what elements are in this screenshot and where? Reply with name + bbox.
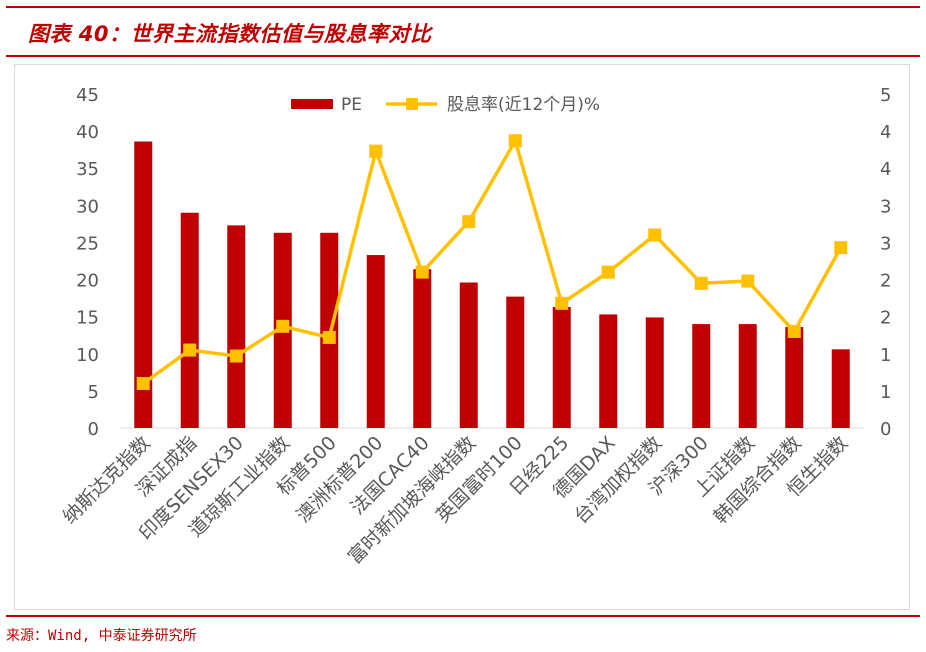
left-axis-tick: 45 <box>76 85 99 106</box>
right-axis-tick: 1 <box>880 382 891 403</box>
dividend-yield-marker <box>508 134 522 148</box>
source-note: 来源：Wind, 中泰证券研究所 <box>6 628 197 644</box>
left-axis-tick: 0 <box>88 419 99 440</box>
right-axis-tick: 3 <box>880 196 891 217</box>
chart-frame <box>14 64 910 610</box>
dividend-yield-marker <box>741 274 755 288</box>
left-axis-tick: 40 <box>76 122 99 143</box>
dividend-yield-markers <box>136 134 848 390</box>
title-rule <box>6 55 920 57</box>
left-axis-ticks: 0 5 10 15 20 25 30 35 40 45 <box>76 85 99 440</box>
dividend-yield-marker <box>276 319 290 333</box>
dividend-yield-marker <box>694 276 708 290</box>
pe-bar <box>506 296 525 428</box>
pe-bar <box>180 212 199 428</box>
pe-bar <box>785 327 804 428</box>
right-axis-tick: 1 <box>880 345 891 366</box>
legend-dy-label: 股息率(近12个月)% <box>447 95 600 115</box>
pe-bar <box>692 324 711 428</box>
pe-bar <box>366 255 385 428</box>
right-axis-tick: 5 <box>880 85 891 106</box>
pe-bar <box>227 225 246 428</box>
bottom-rule <box>6 615 920 617</box>
right-axis-ticks: 0 1 1 2 2 3 3 4 4 5 <box>880 85 891 440</box>
right-axis-tick: 3 <box>880 233 891 254</box>
top-rule <box>6 6 920 8</box>
left-axis-tick: 10 <box>76 345 99 366</box>
legend-pe-swatch <box>291 99 333 109</box>
legend: PE 股息率(近12个月)% <box>291 95 600 115</box>
legend-dy-swatch-marker <box>406 98 418 110</box>
left-axis-tick: 30 <box>76 196 99 217</box>
dividend-yield-line <box>142 139 843 385</box>
pe-bar <box>413 269 432 428</box>
dividend-yield-marker <box>136 376 150 390</box>
left-axis-tick: 25 <box>76 233 99 254</box>
legend-pe-label: PE <box>341 95 362 115</box>
right-axis-tick: 4 <box>880 122 891 143</box>
right-axis-tick: 0 <box>880 419 891 440</box>
dividend-yield-marker <box>601 265 615 279</box>
dividend-yield-marker <box>183 343 197 357</box>
dividend-yield-marker <box>462 215 476 229</box>
dividend-yield-marker <box>834 241 848 255</box>
pe-bar <box>645 317 664 428</box>
pe-bar <box>831 349 850 428</box>
dividend-yield-marker <box>555 296 569 310</box>
right-axis-tick: 2 <box>880 308 891 329</box>
left-axis-tick: 35 <box>76 159 99 180</box>
dividend-yield-marker <box>229 349 243 363</box>
pe-bar <box>552 307 571 428</box>
x-axis-labels: 纳斯达克指数深证成指印度SENSEX30道琼斯工业指数标普500澳洲标普200法… <box>59 432 853 568</box>
pe-bar <box>599 314 618 428</box>
right-axis-tick: 2 <box>880 271 891 292</box>
left-axis-tick: 5 <box>88 382 99 403</box>
figure-title: 图表 40：世界主流指数估值与股息率对比 <box>28 22 432 46</box>
left-axis-tick: 15 <box>76 308 99 329</box>
pe-bar <box>459 282 478 428</box>
dividend-yield-marker <box>415 265 429 279</box>
dividend-yield-marker <box>648 228 662 242</box>
dividend-yield-marker <box>787 325 801 339</box>
dividend-yield-marker <box>322 330 336 344</box>
pe-bar <box>134 141 153 428</box>
right-axis-tick: 4 <box>880 159 891 180</box>
left-axis-tick: 20 <box>76 271 99 292</box>
dividend-yield-marker <box>369 144 383 158</box>
pe-bar <box>738 324 757 428</box>
